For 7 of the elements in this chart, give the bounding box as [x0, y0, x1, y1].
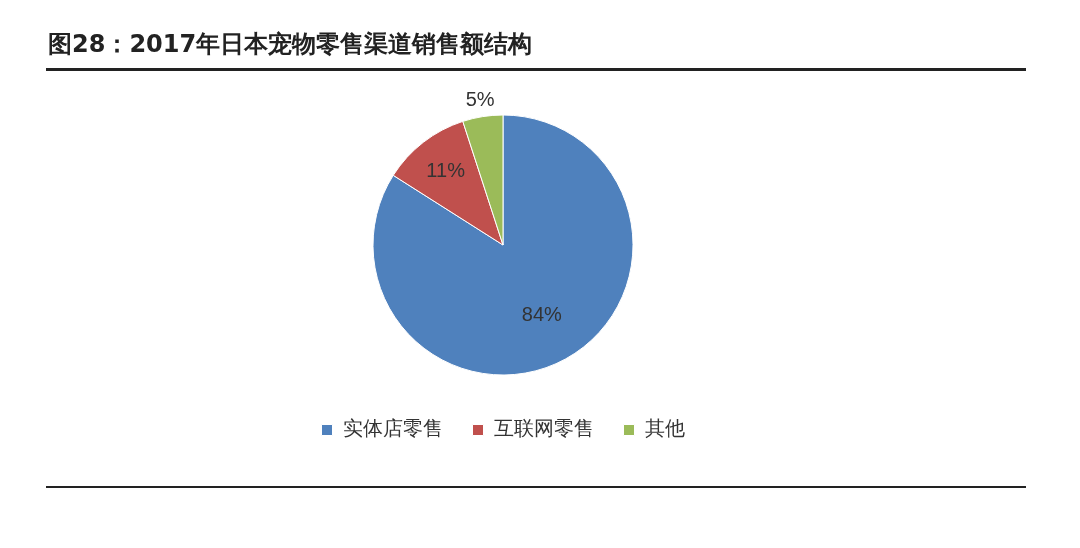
legend-label: 实体店零售	[342, 416, 443, 441]
legend-label: 互联网零售	[493, 416, 594, 441]
legend-label: 其他	[644, 416, 685, 441]
data-label: 11%	[426, 158, 466, 181]
chart-title: 图28：2017年日本宠物零售渠道销售额结构	[48, 29, 533, 60]
data-label: 5%	[465, 88, 495, 111]
data-label: 84%	[521, 303, 563, 326]
